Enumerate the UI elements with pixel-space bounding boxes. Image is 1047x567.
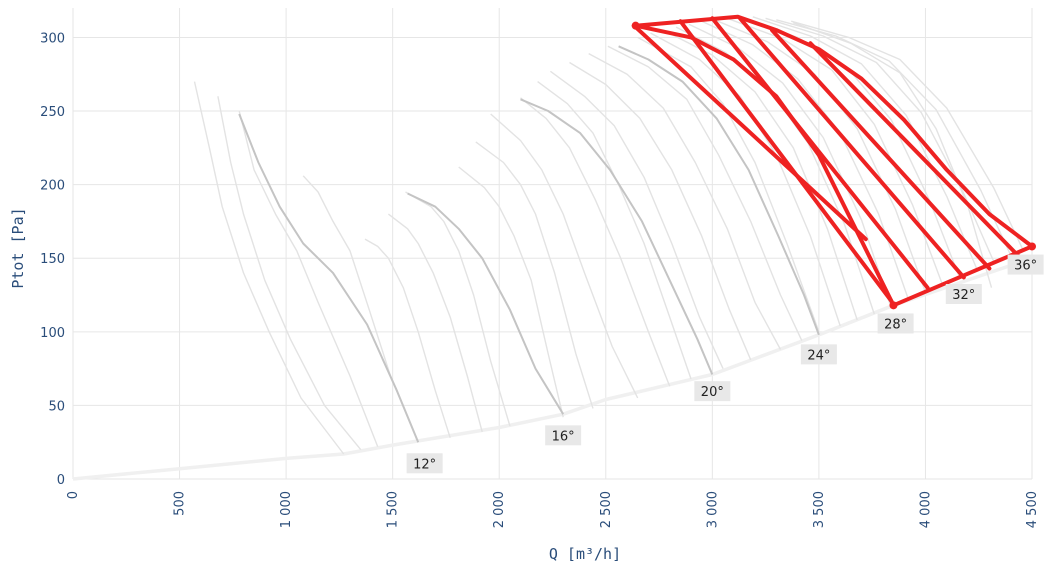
x-tick-label: 3 000 xyxy=(705,491,720,528)
y-tick-label: 300 xyxy=(40,31,65,46)
fan-curve-20deg xyxy=(520,98,714,375)
angle-label: 36° xyxy=(1014,259,1037,274)
angle-label: 16° xyxy=(552,429,575,444)
fan-curve xyxy=(364,238,451,439)
operating-region-hatch xyxy=(738,16,966,280)
fan-curve xyxy=(675,26,875,315)
fan-curve xyxy=(727,17,944,285)
y-axis-ticks: 0 50 100 150 200 250 300 xyxy=(40,31,65,488)
fan-curve xyxy=(569,61,752,361)
fan-curves-layer xyxy=(193,16,1025,455)
fan-curve xyxy=(475,141,594,409)
y-tick-label: 200 xyxy=(40,179,65,194)
y-tick-label: 50 xyxy=(48,399,65,414)
fan-curve xyxy=(387,213,483,433)
fan-curve xyxy=(217,96,362,451)
fan-curve xyxy=(776,19,1012,256)
x-tick-label: 2 500 xyxy=(599,491,614,528)
angle-label: 20° xyxy=(701,385,724,400)
x-axis-title: Q [m³/h] xyxy=(549,545,621,563)
system-curve-layer xyxy=(72,256,1033,481)
x-tick-label: 3 500 xyxy=(812,491,827,528)
fan-curve xyxy=(549,70,724,369)
fan-curve xyxy=(650,32,841,327)
angle-label: 28° xyxy=(884,317,907,332)
angle-label: 32° xyxy=(952,288,975,303)
x-axis-ticks: 0 500 1 000 1 500 2 000 2 500 3 000 3 500 4 000 4… xyxy=(66,491,1040,528)
angle-labels-layer: 12° 16° 20° 24° 28° 32° 36° xyxy=(406,254,1044,474)
fan-curve xyxy=(688,23,892,309)
operating-region-hatch xyxy=(710,16,930,290)
angle-label-box xyxy=(800,344,837,365)
fan-curve-24deg xyxy=(618,45,820,336)
operating-region-vertex xyxy=(631,21,640,30)
y-tick-label: 0 xyxy=(57,473,65,488)
fan-curve xyxy=(793,22,993,288)
fan-curve xyxy=(490,113,639,399)
angle-label: 12° xyxy=(413,457,436,472)
y-axis-title: Ptot [Pa] xyxy=(9,207,27,288)
y-tick-label: 100 xyxy=(40,326,65,341)
operating-region-hatch xyxy=(770,28,992,271)
main-curves-layer xyxy=(238,45,820,443)
operating-region-vertex xyxy=(889,301,898,310)
x-tick-label: 0 xyxy=(66,491,81,499)
operating-region-layer xyxy=(631,14,1036,310)
fan-curve xyxy=(791,20,1025,252)
x-tick-label: 4 500 xyxy=(1025,491,1040,528)
fan-curve xyxy=(701,20,910,300)
angle-label-box xyxy=(877,313,914,334)
y-tick-label: 150 xyxy=(40,252,65,267)
fan-curve xyxy=(588,52,782,350)
operating-region-hatch xyxy=(808,41,1022,259)
fan-curve-16deg xyxy=(407,192,565,415)
fan-curve xyxy=(607,45,803,341)
operating-region-hatch xyxy=(678,19,894,303)
x-tick-label: 4 000 xyxy=(918,491,933,528)
angle-label-box xyxy=(694,381,731,402)
fan-curve xyxy=(520,97,671,387)
angle-label-box xyxy=(1007,254,1044,275)
operating-region-hatch xyxy=(633,25,868,242)
operating-region-outline xyxy=(633,14,1034,308)
angle-label: 24° xyxy=(807,348,830,363)
fan-curve xyxy=(458,166,564,418)
x-tick-label: 2 000 xyxy=(492,491,507,528)
fan-curve xyxy=(238,110,379,447)
system-curve xyxy=(72,256,1033,481)
x-tick-label: 500 xyxy=(173,491,188,516)
angle-label-box xyxy=(406,453,443,474)
fan-curve-12deg xyxy=(238,113,420,443)
operating-region-vertex xyxy=(1028,242,1036,251)
fan-curve xyxy=(637,36,820,333)
angle-label-box xyxy=(545,425,582,446)
angle-label-box xyxy=(945,284,982,305)
x-tick-label: 1 500 xyxy=(386,491,401,528)
fan-curve xyxy=(193,81,345,455)
fan-curve xyxy=(405,191,511,427)
y-tick-label: 250 xyxy=(40,105,65,120)
x-tick-label: 1 000 xyxy=(279,491,294,528)
fan-curve xyxy=(752,16,978,269)
